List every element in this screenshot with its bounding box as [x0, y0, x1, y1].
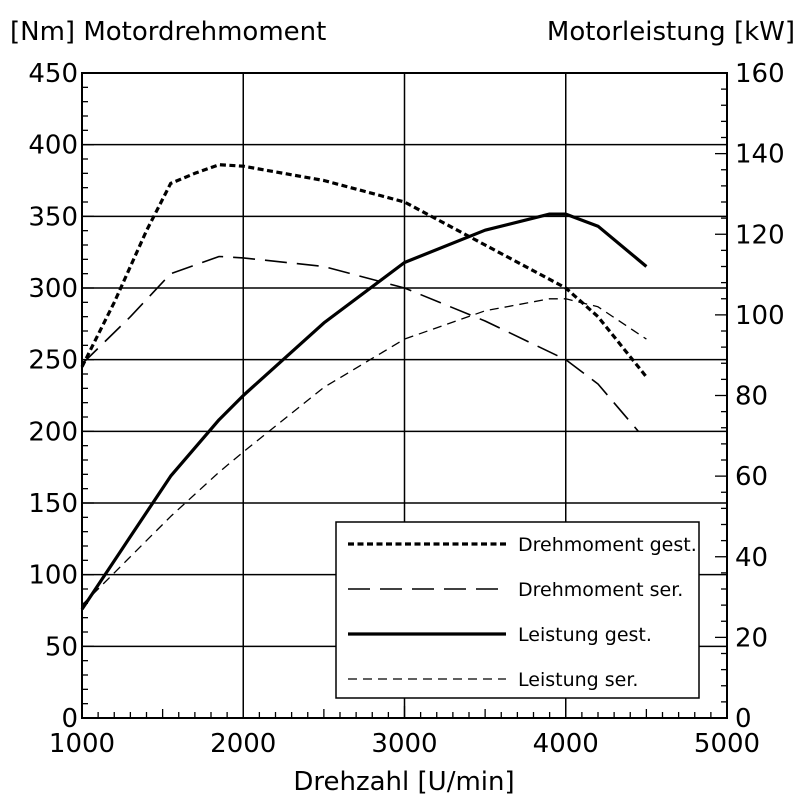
y-right-tick-label: 80	[735, 382, 768, 412]
plot-frame	[81, 72, 728, 719]
y-left-tick-label: 450	[28, 59, 78, 89]
y-left-tick-label: 250	[28, 346, 78, 376]
y-right-tick-label: 20	[735, 623, 768, 653]
legend-box	[335, 521, 700, 699]
y-left-tick-label: 300	[28, 274, 78, 304]
y-left-tick-label: 350	[28, 202, 78, 232]
series-line-leistung-gest	[80, 212, 648, 611]
y-left-tick-label: 100	[28, 561, 78, 591]
y-right-tick-label: 160	[735, 59, 785, 89]
legend-items: Drehmoment gest. Drehmoment ser. Leistung …	[348, 534, 697, 691]
legend-label-leistung-gest: Leistung gest.	[518, 624, 652, 646]
y-right-tick-label: 120	[735, 220, 785, 250]
y-right-tick-label: 40	[735, 543, 768, 573]
legend: Drehmoment gest. Drehmoment ser. Leistung …	[335, 521, 700, 699]
x-tick-label: 1000	[49, 729, 115, 759]
y-left-tick-label: 0	[61, 704, 78, 734]
y-left-tick-label: 150	[28, 489, 78, 519]
x-tick-label: 4000	[533, 729, 599, 759]
y-right-tick-label: 140	[735, 140, 785, 170]
legend-label-drehmoment-ser: Drehmoment ser.	[518, 579, 683, 601]
y-right-tick-label: 60	[735, 462, 768, 492]
legend-label-leistung-ser: Leistung ser.	[518, 669, 638, 691]
tick-labels: 1000 2000 3000 4000 500005010015020025030035…	[28, 59, 784, 759]
x-tick-label: 5000	[694, 729, 760, 759]
x-axis-title: Drehzahl [U/min]	[293, 767, 514, 797]
left-axis-title: [Nm] Motordrehmoment	[10, 17, 326, 47]
right-axis-title: Motorleistung [kW]	[547, 17, 795, 47]
y-right-tick-label: 100	[735, 301, 785, 331]
y-left-tick-label: 50	[45, 632, 78, 662]
y-left-tick-label: 400	[28, 131, 78, 161]
series-line-leistung-ser	[81, 298, 647, 606]
legend-label-drehmoment-gest: Drehmoment gest.	[518, 534, 697, 556]
series-line-drehmoment-ser	[81, 255, 639, 432]
y-left-tick-label: 200	[28, 417, 78, 447]
x-tick-label: 2000	[210, 729, 276, 759]
y-right-tick-label: 0	[735, 704, 752, 734]
series-lines	[80, 163, 648, 611]
x-tick-label: 3000	[371, 729, 437, 759]
series-line-drehmoment-gest	[80, 163, 648, 378]
